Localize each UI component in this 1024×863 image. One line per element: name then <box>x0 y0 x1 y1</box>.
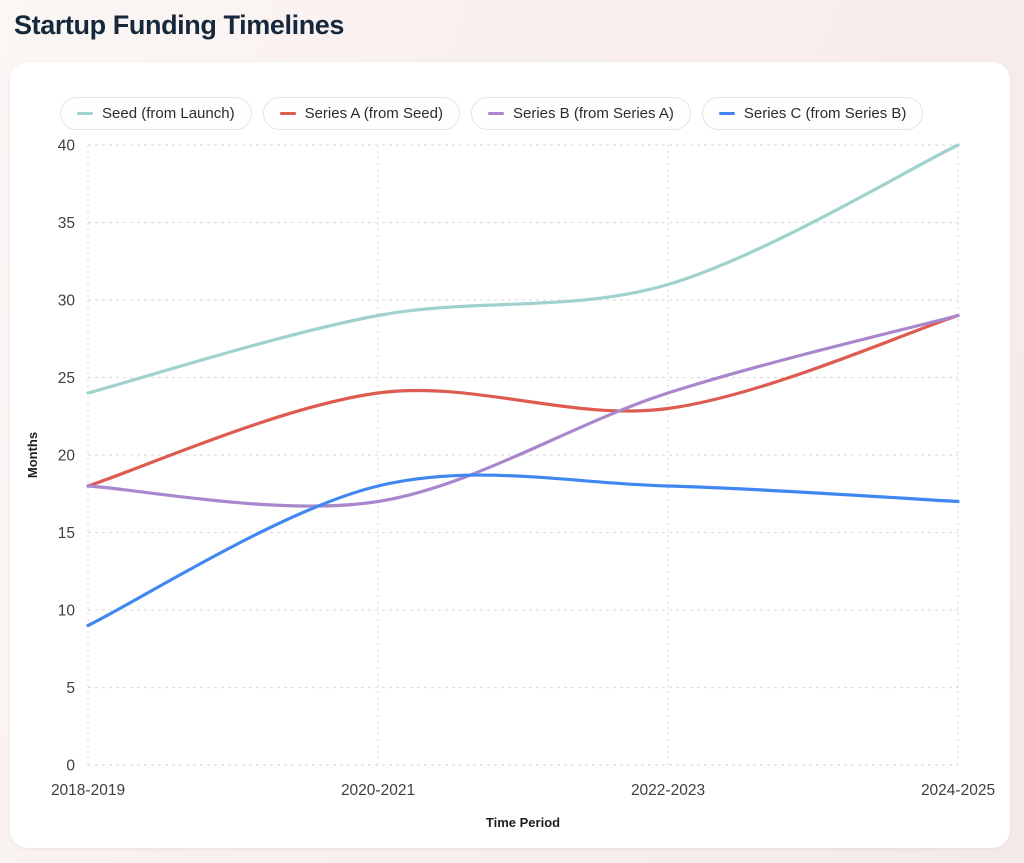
y-axis-title: Months <box>25 432 40 478</box>
series-line-4 <box>86 473 960 628</box>
y-tick-label: 5 <box>66 680 75 697</box>
legend-swatch <box>279 111 296 116</box>
page-title: Startup Funding Timelines <box>14 10 345 40</box>
series-line-1 <box>86 143 960 395</box>
x-axis-title: Time Period <box>486 815 560 830</box>
legend-swatch <box>487 111 504 116</box>
legend-label: Series A (from Seed) <box>304 105 443 122</box>
y-tick-label: 40 <box>58 137 76 154</box>
legend-item-3[interactable]: Series B (from Series A) <box>470 97 691 130</box>
x-tick-label: 2024-2025 <box>921 782 995 799</box>
legend-swatch <box>718 111 735 116</box>
x-tick-label: 2020-2021 <box>341 782 415 799</box>
legend-label: Series C (from Series B) <box>743 105 907 122</box>
y-tick-label: 10 <box>58 602 76 619</box>
line-chart-svg: 0 5 10 15 20 25 30 35 40 2018-2019 2020-2021 2022-2… <box>25 137 995 830</box>
chart-card: Seed (from Launch) Series A (from Seed) Se… <box>10 62 1010 848</box>
series-line-2 <box>86 313 960 488</box>
legend-item-4[interactable]: Series C (from Series B) <box>701 97 924 130</box>
chart-legend: Seed (from Launch) Series A (from Seed) Se… <box>60 97 924 130</box>
y-tick-label: 30 <box>58 292 76 309</box>
legend-swatch <box>77 111 93 116</box>
y-tick-label: 20 <box>58 447 76 464</box>
legend-item-2[interactable]: Series A (from Seed) <box>262 97 460 130</box>
legend-item-1[interactable]: Seed (from Launch) <box>60 97 252 130</box>
x-tick-label: 2018-2019 <box>51 782 125 799</box>
y-tick-label: 15 <box>58 525 75 542</box>
legend-label: Seed (from Launch) <box>102 105 235 122</box>
y-tick-label: 25 <box>58 370 75 387</box>
y-tick-label: 35 <box>58 215 75 232</box>
x-tick-label: 2022-2023 <box>631 782 705 799</box>
legend-label: Series B (from Series A) <box>512 105 674 122</box>
series-line-3 <box>86 313 960 508</box>
y-tick-label: 0 <box>66 757 75 774</box>
